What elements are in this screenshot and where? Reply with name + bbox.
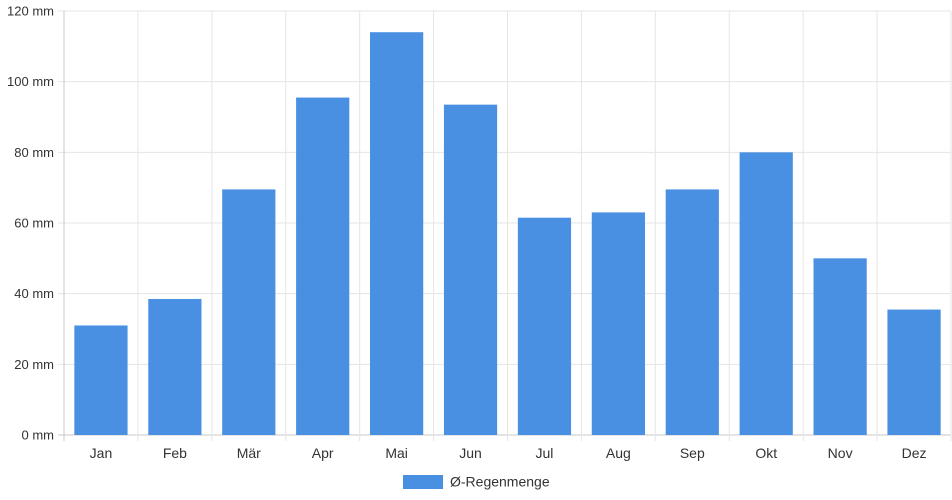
bar-feb[interactable] (148, 298, 202, 435)
bar-mai[interactable] (370, 32, 424, 435)
tick-labels: 0 mm 20 mm 40 mm 60 mm 80 mm 100 mm 120 mm Jan F… (7, 4, 926, 462)
y-tick-label: 20 mm (14, 357, 54, 372)
y-tick-label: 0 mm (22, 428, 55, 443)
grid-lines (58, 10, 952, 441)
x-tick-label: Nov (828, 445, 853, 461)
x-tick-label: Feb (163, 445, 187, 461)
bar-jun[interactable] (443, 104, 498, 435)
y-tick-label: 40 mm (14, 286, 54, 301)
y-tick-label: 60 mm (14, 216, 54, 231)
legend-swatch[interactable] (403, 475, 443, 489)
x-tick-label: Aug (606, 445, 631, 461)
bar-jan[interactable] (74, 325, 128, 435)
x-tick-label: Jun (459, 445, 482, 461)
legend[interactable]: Ø-Regenmenge (403, 474, 550, 490)
x-tick-label: Sep (680, 445, 705, 461)
bar-aug[interactable] (591, 212, 645, 435)
bar-mär[interactable] (222, 189, 276, 435)
x-tick-label: Jan (90, 445, 113, 461)
x-tick-label: Mär (237, 445, 261, 461)
x-tick-label: Okt (755, 445, 777, 461)
bar-dez[interactable] (887, 309, 941, 435)
bar-apr[interactable] (296, 97, 350, 436)
x-tick-label: Apr (312, 445, 334, 461)
x-tick-label: Jul (536, 445, 554, 461)
bar-okt[interactable] (739, 152, 793, 436)
x-tick-label: Mai (385, 445, 408, 461)
bar-jul[interactable] (517, 217, 572, 435)
y-tick-label: 80 mm (14, 145, 54, 160)
legend-label[interactable]: Ø-Regenmenge (450, 474, 550, 490)
y-tick-label: 100 mm (7, 74, 54, 89)
x-tick-label: Dez (902, 445, 927, 461)
bar-sep[interactable] (665, 189, 719, 435)
y-tick-label: 120 mm (7, 4, 54, 19)
bar-nov[interactable] (813, 258, 867, 435)
bars (74, 32, 941, 436)
